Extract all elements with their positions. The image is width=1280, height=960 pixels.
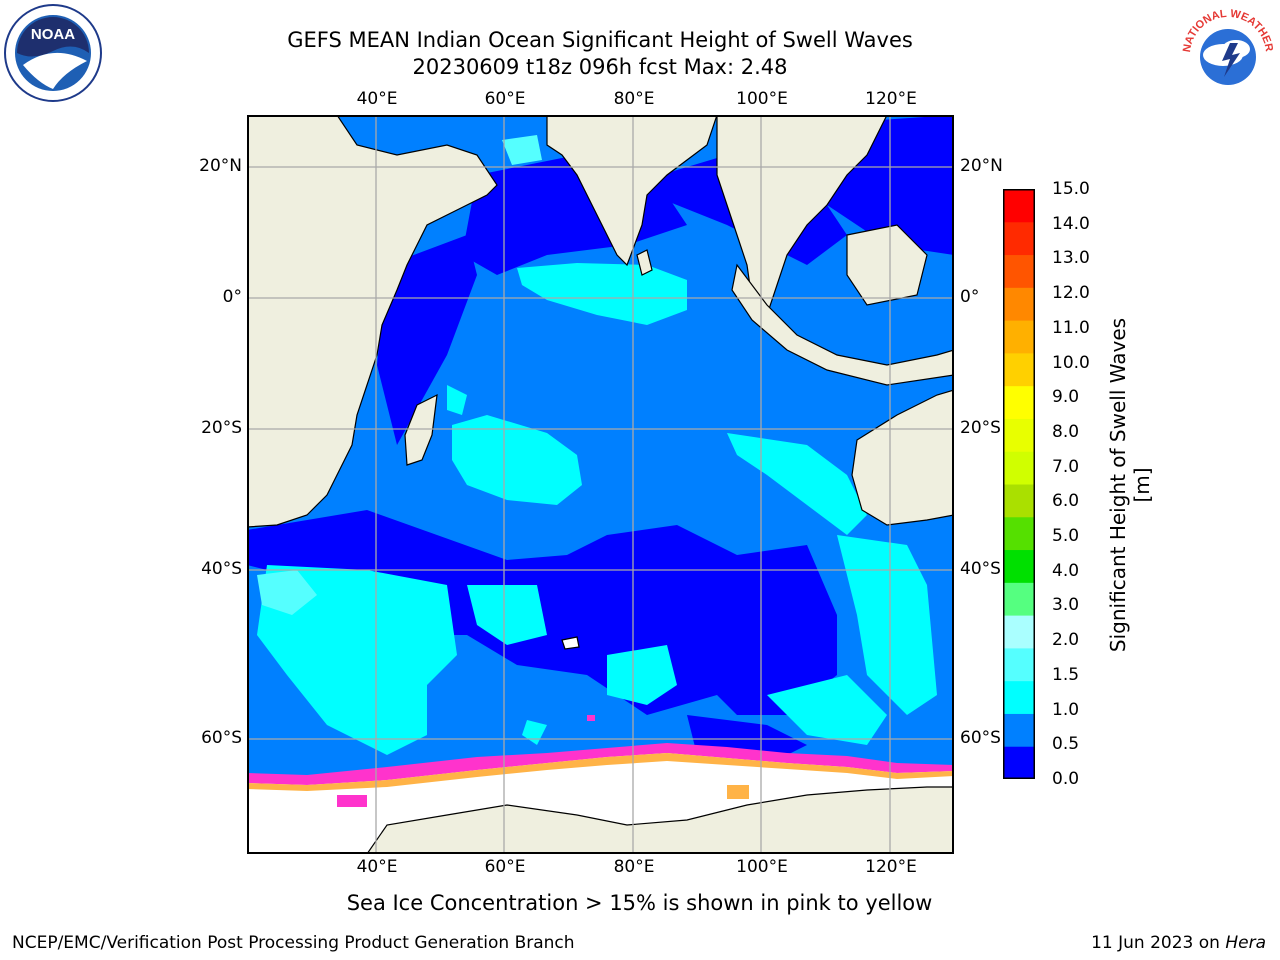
- land-madagascar: [404, 393, 438, 466]
- colorbar-segment: [1003, 385, 1035, 419]
- colorbar-tick-label: 2.0: [1052, 630, 1080, 651]
- colorbar-tick-label: 7.0: [1052, 456, 1080, 477]
- lat-label-right: 20°N: [960, 156, 1003, 176]
- svg-text:NOAA: NOAA: [31, 26, 75, 43]
- colorbar-tick-label: 15.0: [1052, 179, 1090, 199]
- colorbar-segment: [1003, 451, 1035, 485]
- lat-label-right: 0°: [960, 287, 980, 307]
- sea-ice-note: Sea Ice Concentration > 15% is shown in …: [346, 891, 933, 915]
- footer-date: 11 Jun 2023 on Hera: [1091, 933, 1266, 953]
- swell-1.5-2.0-regions: [257, 135, 542, 615]
- lon-label-top: 40°E: [356, 89, 398, 109]
- lon-label-top: 60°E: [484, 89, 526, 109]
- lon-label-bottom: 60°E: [484, 857, 526, 877]
- footer-date-text: 11 Jun 2023 on: [1091, 933, 1226, 953]
- colorbar-segment: [1003, 484, 1035, 518]
- land-africa-arabia: [246, 114, 498, 528]
- noaa-logo: NOAA: [3, 3, 103, 103]
- land-india: [546, 114, 718, 267]
- lon-label-top: 120°E: [865, 89, 917, 109]
- footer-credit: NCEP/EMC/Verification Post Processing Pr…: [12, 933, 575, 953]
- lon-label-bottom: 80°E: [613, 857, 655, 877]
- colorbar-tick-label: 12.0: [1052, 283, 1090, 304]
- lat-label-right: 60°S: [960, 728, 1001, 748]
- lon-label-bottom: 100°E: [736, 857, 788, 877]
- colorbar-segment: [1003, 549, 1035, 583]
- colorbar-segment: [1003, 189, 1035, 223]
- sea-ice-edge-orange: [247, 753, 954, 791]
- colorbar-segment: [1003, 352, 1035, 387]
- colorbar-segment: [1003, 516, 1035, 551]
- colorbar-segment: [1003, 418, 1035, 452]
- chart-title: GEFS MEAN Indian Ocean Significant Heigh…: [287, 28, 913, 52]
- colorbar-tick-label: 11.0: [1052, 317, 1090, 338]
- colorbar-segment: [1003, 320, 1035, 354]
- colorbar-segment: [1003, 221, 1035, 256]
- land-australia: [851, 389, 955, 526]
- land-southeast-asia: [716, 114, 888, 317]
- colorbar-segment: [1003, 287, 1035, 321]
- colorbar-tick-label: 9.0: [1052, 387, 1080, 408]
- colorbar-border: [1003, 189, 1035, 779]
- lat-label-right: 40°S: [960, 559, 1001, 579]
- colorbar-segment: [1003, 254, 1035, 288]
- lon-label-bottom: 120°E: [865, 857, 917, 877]
- colorbar-tick-label: 3.0: [1052, 595, 1080, 616]
- colorbar-label: Significant Height of Swell Waves [m]: [1106, 317, 1154, 653]
- lat-label-left: 40°S: [201, 559, 242, 579]
- lat-label-left: 0°: [222, 287, 242, 307]
- colorbar-segment: [1003, 746, 1035, 780]
- lon-label-top: 80°E: [613, 89, 655, 109]
- colorbar-tick-label: 8.0: [1052, 421, 1080, 442]
- lon-label-top: 100°E: [736, 89, 788, 109]
- colorbar-tick-label: 0.5: [1052, 734, 1080, 755]
- colorbar-tick-label: 1.5: [1052, 664, 1080, 685]
- swell-1.0-1.5-regions: [257, 263, 937, 755]
- colorbar-tick-label: 14.0: [1052, 213, 1090, 234]
- colorbar-tick-label: 1.0: [1052, 699, 1080, 720]
- colorbar-segment: [1003, 647, 1035, 682]
- land-antarctica: [365, 786, 955, 855]
- colorbar-segment: [1003, 680, 1035, 714]
- colorbar-tick-label: 6.0: [1052, 491, 1080, 512]
- chart-subtitle: 20230609 t18z 096h fcst Max: 2.48: [412, 55, 788, 79]
- land-sri-lanka: [636, 249, 653, 276]
- colorbar: [1003, 189, 1035, 780]
- land-kerguelen: [561, 636, 580, 650]
- colorbar-tick-label: 4.0: [1052, 560, 1080, 581]
- lat-label-left: 60°S: [201, 728, 242, 748]
- swell-height-map: [246, 114, 955, 855]
- lat-label-left: 20°N: [199, 156, 242, 176]
- colorbar-tick-label: 10.0: [1052, 352, 1090, 373]
- map-border: [247, 115, 954, 854]
- lat-label-right: 20°S: [960, 418, 1001, 438]
- lat-label-left: 20°S: [201, 418, 242, 438]
- colorbar-tick-label: 13.0: [1052, 248, 1090, 269]
- colorbar-segment: [1003, 713, 1035, 747]
- colorbar-tick-label: 5.0: [1052, 526, 1080, 547]
- sea-ice-edge-pink: [247, 743, 954, 785]
- map-graticule: [247, 115, 954, 854]
- colorbar-tick-label: 0.0: [1052, 769, 1080, 789]
- lon-label-bottom: 40°E: [356, 857, 398, 877]
- colorbar-segment: [1003, 582, 1035, 616]
- land-borneo: [846, 224, 928, 306]
- national-weather-service-logo: NATIONAL WEATHER SERVICE: [1174, 0, 1278, 103]
- footer-host: Hera: [1225, 933, 1266, 953]
- colorbar-segment: [1003, 615, 1035, 649]
